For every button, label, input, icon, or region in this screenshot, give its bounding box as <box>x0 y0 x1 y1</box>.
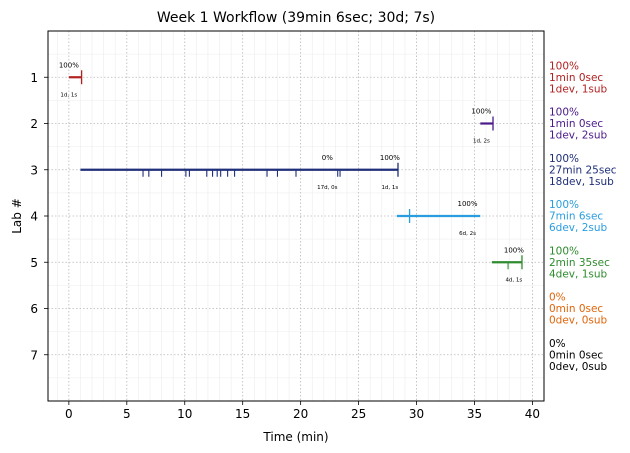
lab-5-summary-line: 4dev, 1sub <box>549 268 608 280</box>
lab-2-summary-line: 1dev, 2sub <box>549 130 608 142</box>
lab-2-summary-line: 100% <box>549 107 579 119</box>
lab-4-count-label: 6d, 2s <box>459 231 476 237</box>
x-tick-label: 25 <box>351 407 366 421</box>
lab-4-percent-label: 100% <box>458 200 478 208</box>
y-axis-label: Lab # <box>10 198 24 234</box>
lab-5-count-label: 4d, 1s <box>505 277 522 283</box>
chart-title: Week 1 Workflow (39min 6sec; 30d; 7s) <box>157 10 435 26</box>
x-tick-label: 0 <box>65 407 73 421</box>
y-tick-label: 2 <box>30 117 38 131</box>
lab-6-summary-line: 0% <box>549 292 566 304</box>
axis-ticks: 0 5 10 15 20 25 30 35 40 1 2 3 4 5 6 7 <box>30 71 540 421</box>
lab-1-count-label: 1d, 1s <box>60 92 77 98</box>
lab-3-percent-label: 100% <box>380 154 400 162</box>
lab-2-summary-line: 1min 0sec <box>549 118 603 130</box>
lab-5-summary-line: 2min 35sec <box>549 257 610 269</box>
lab-4-summary-line: 7min 6sec <box>549 211 603 223</box>
lab-5-percent-label: 100% <box>504 246 524 254</box>
grid <box>48 31 545 401</box>
lab-6-summary-line: 0min 0sec <box>549 303 603 315</box>
lab-1-percent-label: 100% <box>59 61 79 69</box>
lab-7-summary-line: 0% <box>549 338 566 350</box>
lab-7-summary-line: 0min 0sec <box>549 349 603 361</box>
y-tick-label: 7 <box>30 348 38 362</box>
x-tick-label: 15 <box>235 407 250 421</box>
x-tick-label: 10 <box>177 407 192 421</box>
data-layer: 100% 1d, 1s 100% 1d, 2s 0% 17d, 0s 100% 1d, 1s 1… <box>59 61 524 283</box>
lab-1-summary-line: 1min 0sec <box>549 72 603 84</box>
x-tick-label: 20 <box>293 407 308 421</box>
x-tick-label: 5 <box>123 407 131 421</box>
lab-3-summary-line: 100% <box>549 153 579 165</box>
x-tick-label: 40 <box>525 407 540 421</box>
y-tick-label: 4 <box>30 210 38 224</box>
x-tick-label: 30 <box>409 407 424 421</box>
lab-4-summary-line: 100% <box>549 199 579 211</box>
y-tick-label: 5 <box>30 256 38 270</box>
lab-2-percent-label: 100% <box>471 108 491 116</box>
lab-1-summary-line: 100% <box>549 60 579 72</box>
x-tick-label: 35 <box>467 407 482 421</box>
lab-3-summary-line: 27min 25sec <box>549 164 617 176</box>
y-tick-label: 1 <box>30 71 38 85</box>
x-axis-label: Time (min) <box>262 430 328 444</box>
lab-1-summary-line: 1dev, 1sub <box>549 83 608 95</box>
lab-4-summary-line: 6dev, 2sub <box>549 222 608 234</box>
y-tick-label: 6 <box>30 302 38 316</box>
lab-6-summary-line: 0dev, 0sub <box>549 315 608 327</box>
lab-3-count-label: 17d, 0s <box>317 185 337 191</box>
lab-7-summary-line: 0dev, 0sub <box>549 361 608 373</box>
lab-3-count-label: 1d, 1s <box>381 185 398 191</box>
lab-3-summary-line: 18dev, 1sub <box>549 176 614 188</box>
lab-2-count-label: 1d, 2s <box>473 139 490 145</box>
lab-5-summary-line: 100% <box>549 245 579 257</box>
lab-3-percent-label: 0% <box>322 154 333 162</box>
y-tick-label: 3 <box>30 163 38 177</box>
